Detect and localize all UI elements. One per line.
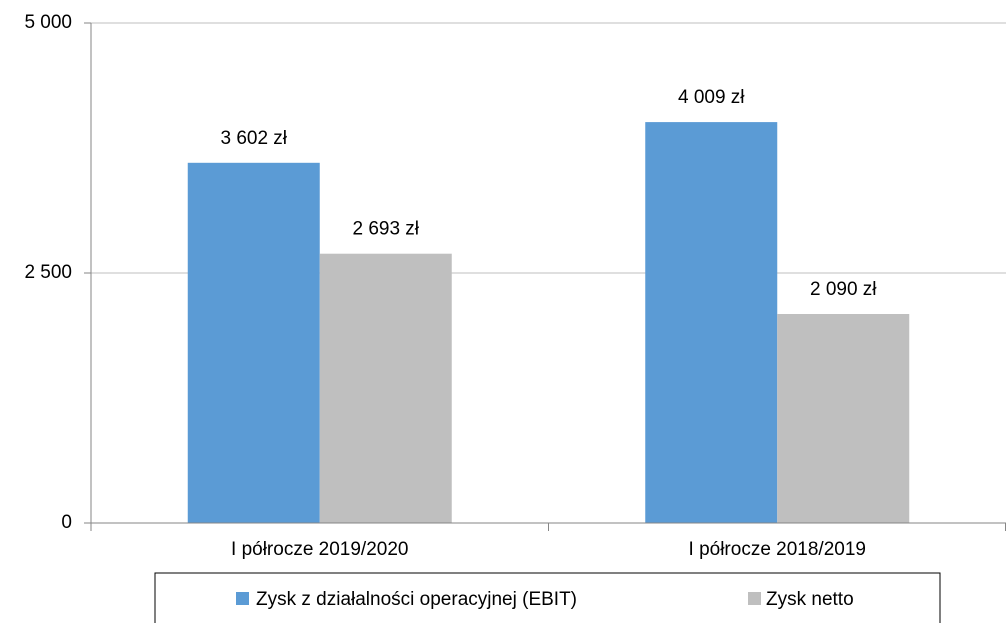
value-label: 2 090 zł bbox=[810, 279, 877, 300]
bar bbox=[187, 162, 320, 524]
y-tick-label: 5 000 bbox=[24, 12, 72, 33]
bar bbox=[777, 314, 910, 523]
legend-label: Zysk z działalności operacyjnej (EBIT) bbox=[256, 589, 577, 610]
bar bbox=[319, 253, 452, 523]
legend-swatch bbox=[748, 592, 761, 605]
y-tick-label: 2 500 bbox=[24, 262, 72, 283]
legend-swatch bbox=[236, 592, 249, 605]
legend-box bbox=[154, 572, 941, 623]
value-label: 4 009 zł bbox=[678, 87, 745, 108]
value-label: 2 693 zł bbox=[352, 219, 419, 240]
value-label: 3 602 zł bbox=[220, 128, 287, 149]
y-tick-label: 0 bbox=[61, 512, 72, 533]
x-tick-label: I półrocze 2018/2019 bbox=[689, 539, 866, 560]
bar bbox=[645, 122, 778, 523]
legend-label: Zysk netto bbox=[766, 589, 854, 610]
x-tick-label: I półrocze 2019/2020 bbox=[231, 539, 408, 560]
